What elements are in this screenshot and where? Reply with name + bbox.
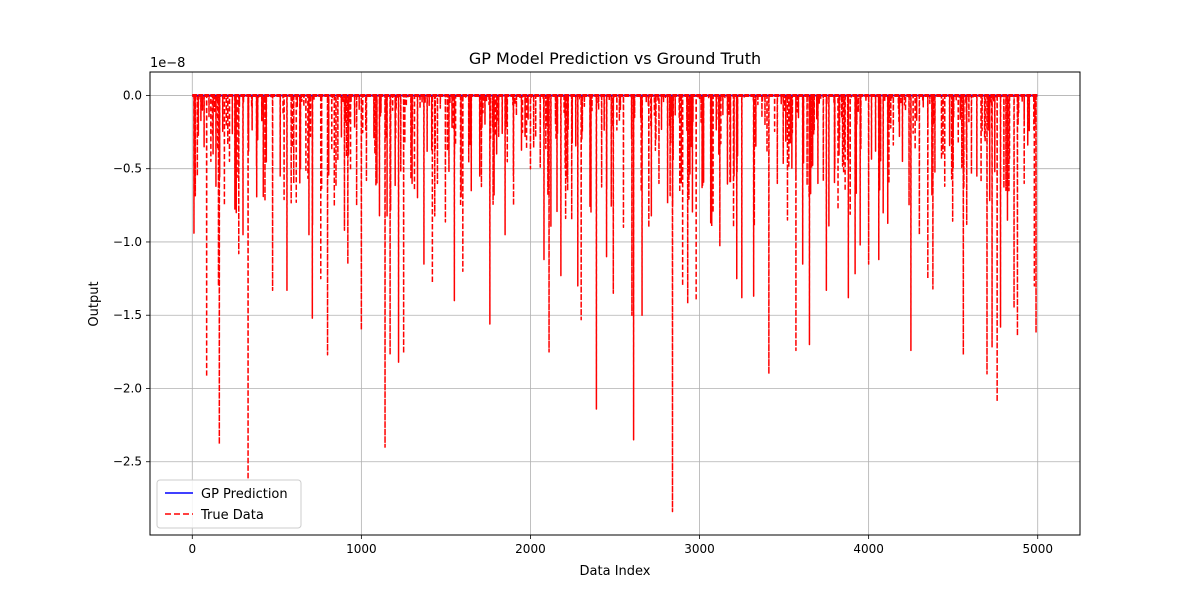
y-tick-label: 0.0 (123, 88, 142, 102)
y-tick-label: −2.0 (113, 381, 142, 395)
x-tick-label: 5000 (1022, 542, 1053, 556)
y-ticks: 0.0 −0.5 −1.0 −1.5 −2.0 −2.5 (113, 88, 150, 469)
series-true-data (191, 94, 1039, 513)
x-tick-label: 2000 (515, 542, 546, 556)
legend: GP Prediction True Data (156, 479, 302, 529)
x-tick-label: 1000 (346, 542, 377, 556)
x-ticks: 0 1000 2000 3000 4000 5000 (188, 535, 1053, 556)
plot-frame (149, 71, 1081, 536)
legend-frame (156, 479, 302, 529)
x-tick-label: 3000 (684, 542, 715, 556)
x-tick-label: 0 (188, 542, 196, 556)
y-offset-label: 1e−8 (150, 56, 185, 71)
x-tick-label: 4000 (853, 542, 884, 556)
legend-label-gp-prediction: GP Prediction (201, 487, 288, 502)
y-tick-label: −1.5 (113, 308, 142, 322)
grid (150, 72, 1080, 535)
x-axis-label: Data Index (580, 564, 651, 579)
y-tick-label: −1.0 (113, 235, 142, 249)
chart-title: GP Model Prediction vs Ground Truth (469, 49, 761, 68)
y-axis-label: Output (87, 281, 102, 326)
series-layer (191, 93, 1039, 513)
y-tick-label: −0.5 (113, 162, 142, 176)
legend-label-true-data: True Data (200, 508, 264, 523)
y-tick-label: −2.5 (113, 455, 142, 469)
